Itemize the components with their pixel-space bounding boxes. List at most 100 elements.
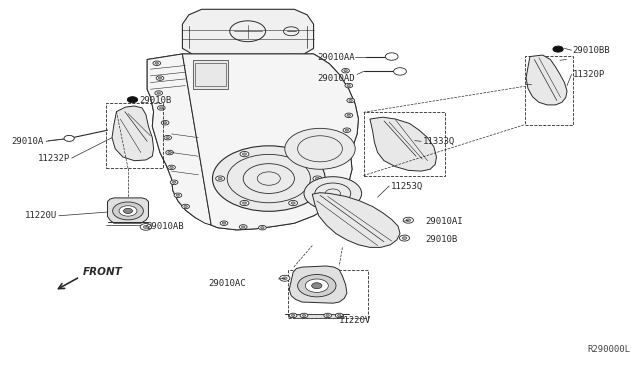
Circle shape xyxy=(168,151,172,154)
Circle shape xyxy=(65,136,74,141)
Circle shape xyxy=(220,221,228,225)
Circle shape xyxy=(280,275,290,281)
Circle shape xyxy=(184,205,188,208)
Circle shape xyxy=(335,202,343,207)
Circle shape xyxy=(345,83,353,88)
Circle shape xyxy=(239,225,247,229)
Polygon shape xyxy=(108,198,148,223)
Circle shape xyxy=(168,165,175,170)
Circle shape xyxy=(155,91,163,95)
Circle shape xyxy=(289,151,298,157)
Circle shape xyxy=(174,193,182,198)
Circle shape xyxy=(240,201,249,206)
Text: 29010AC: 29010AC xyxy=(209,279,246,288)
Circle shape xyxy=(240,151,249,157)
Circle shape xyxy=(222,222,226,224)
Text: 29010A: 29010A xyxy=(12,137,44,146)
Circle shape xyxy=(119,206,137,216)
Text: 11253Q: 11253Q xyxy=(390,182,422,190)
Polygon shape xyxy=(147,54,358,230)
Circle shape xyxy=(553,46,563,52)
Circle shape xyxy=(349,99,353,102)
Bar xyxy=(195,63,226,86)
Text: 29010AA: 29010AA xyxy=(317,53,355,62)
Text: 11232P: 11232P xyxy=(38,154,70,163)
Circle shape xyxy=(312,283,322,289)
Circle shape xyxy=(347,84,351,87)
Text: 11220V: 11220V xyxy=(339,316,371,325)
Circle shape xyxy=(342,148,346,150)
Circle shape xyxy=(289,201,298,206)
Circle shape xyxy=(394,68,406,75)
Circle shape xyxy=(157,92,161,94)
Circle shape xyxy=(337,314,341,317)
Circle shape xyxy=(216,176,225,181)
Text: 11333Q: 11333Q xyxy=(422,137,454,146)
Circle shape xyxy=(159,107,163,109)
Circle shape xyxy=(387,54,396,59)
Circle shape xyxy=(241,226,245,228)
Circle shape xyxy=(313,176,322,181)
Circle shape xyxy=(403,217,413,223)
Circle shape xyxy=(113,202,143,220)
Text: 29010AI: 29010AI xyxy=(426,217,463,226)
Circle shape xyxy=(170,166,173,169)
Circle shape xyxy=(176,194,180,196)
Circle shape xyxy=(402,237,407,240)
Circle shape xyxy=(124,208,132,214)
Text: 29010AD: 29010AD xyxy=(317,74,355,83)
Bar xyxy=(525,56,573,125)
Circle shape xyxy=(158,77,162,79)
Polygon shape xyxy=(289,266,347,303)
Circle shape xyxy=(153,61,161,65)
Circle shape xyxy=(344,70,348,72)
Circle shape xyxy=(140,224,152,230)
Circle shape xyxy=(166,150,173,155)
Polygon shape xyxy=(312,193,400,247)
Circle shape xyxy=(316,177,319,180)
Bar xyxy=(293,314,343,318)
Circle shape xyxy=(324,313,332,318)
Circle shape xyxy=(157,106,165,110)
Bar xyxy=(288,270,368,318)
Circle shape xyxy=(298,275,336,297)
Circle shape xyxy=(212,146,325,211)
Text: FRONT: FRONT xyxy=(83,267,123,277)
Circle shape xyxy=(143,225,148,228)
Circle shape xyxy=(259,225,266,230)
Circle shape xyxy=(345,129,349,131)
Circle shape xyxy=(163,122,167,124)
Circle shape xyxy=(291,314,295,317)
Bar xyxy=(364,112,445,176)
Text: R290000L: R290000L xyxy=(588,345,630,354)
Circle shape xyxy=(342,68,349,73)
Circle shape xyxy=(182,204,189,209)
Text: 29010B: 29010B xyxy=(426,235,458,244)
Circle shape xyxy=(156,76,164,80)
Circle shape xyxy=(282,277,287,280)
Circle shape xyxy=(406,219,411,222)
Polygon shape xyxy=(147,54,211,225)
Circle shape xyxy=(291,202,295,204)
Circle shape xyxy=(399,235,410,241)
Polygon shape xyxy=(112,106,154,161)
Circle shape xyxy=(166,137,170,139)
Polygon shape xyxy=(182,9,314,54)
Circle shape xyxy=(243,153,246,155)
Circle shape xyxy=(385,53,398,60)
Circle shape xyxy=(127,97,138,103)
Circle shape xyxy=(218,177,222,180)
Circle shape xyxy=(64,135,74,141)
Circle shape xyxy=(335,313,343,318)
Circle shape xyxy=(300,313,308,318)
Polygon shape xyxy=(182,54,358,230)
Circle shape xyxy=(396,69,404,74)
Polygon shape xyxy=(526,55,567,105)
Circle shape xyxy=(340,147,348,151)
Polygon shape xyxy=(370,117,436,171)
Circle shape xyxy=(170,180,178,185)
Circle shape xyxy=(285,128,355,169)
Circle shape xyxy=(260,227,264,229)
Circle shape xyxy=(302,314,306,317)
Circle shape xyxy=(347,114,351,116)
